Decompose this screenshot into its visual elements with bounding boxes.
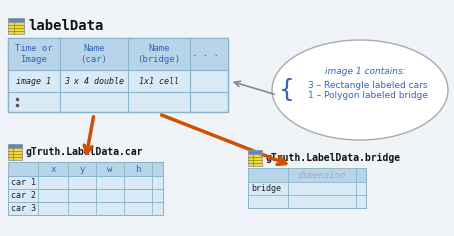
FancyBboxPatch shape xyxy=(248,168,366,182)
Text: h: h xyxy=(135,164,141,173)
FancyBboxPatch shape xyxy=(8,18,24,34)
Text: . . .: . . . xyxy=(192,50,218,59)
Text: 1x1 cell: 1x1 cell xyxy=(139,76,179,85)
FancyBboxPatch shape xyxy=(8,162,163,215)
FancyBboxPatch shape xyxy=(8,18,24,22)
Text: car 3: car 3 xyxy=(11,204,36,213)
Text: car 2: car 2 xyxy=(11,191,36,200)
FancyBboxPatch shape xyxy=(8,38,228,70)
Text: w: w xyxy=(107,164,113,173)
Text: {: { xyxy=(279,78,295,102)
Text: Time or
Image: Time or Image xyxy=(15,44,53,64)
FancyBboxPatch shape xyxy=(248,150,262,154)
FancyBboxPatch shape xyxy=(8,162,163,176)
FancyBboxPatch shape xyxy=(8,38,228,112)
Text: gTruth.LabelData.car: gTruth.LabelData.car xyxy=(25,147,143,157)
Ellipse shape xyxy=(272,40,448,140)
Text: gTruth.LabelData.bridge: gTruth.LabelData.bridge xyxy=(265,153,400,163)
FancyBboxPatch shape xyxy=(8,144,22,160)
Text: dimension: dimension xyxy=(298,170,346,180)
Text: 1 – Polygon labeled bridge: 1 – Polygon labeled bridge xyxy=(308,92,428,101)
Text: y: y xyxy=(79,164,85,173)
Text: labelData: labelData xyxy=(28,19,104,33)
Text: x: x xyxy=(50,164,56,173)
FancyBboxPatch shape xyxy=(248,168,366,208)
Text: 3 – Rectangle labeled cars: 3 – Rectangle labeled cars xyxy=(308,80,428,89)
Text: image 1 contains:: image 1 contains: xyxy=(325,67,405,76)
Text: image 1: image 1 xyxy=(16,76,51,85)
FancyBboxPatch shape xyxy=(248,150,262,166)
Text: Name
(bridge): Name (bridge) xyxy=(138,44,181,64)
FancyBboxPatch shape xyxy=(8,144,22,148)
Text: bridge: bridge xyxy=(251,184,281,193)
Text: 3 x 4 double: 3 x 4 double xyxy=(64,76,124,85)
Text: Name
(car): Name (car) xyxy=(80,44,108,64)
Text: car 1: car 1 xyxy=(11,178,36,187)
